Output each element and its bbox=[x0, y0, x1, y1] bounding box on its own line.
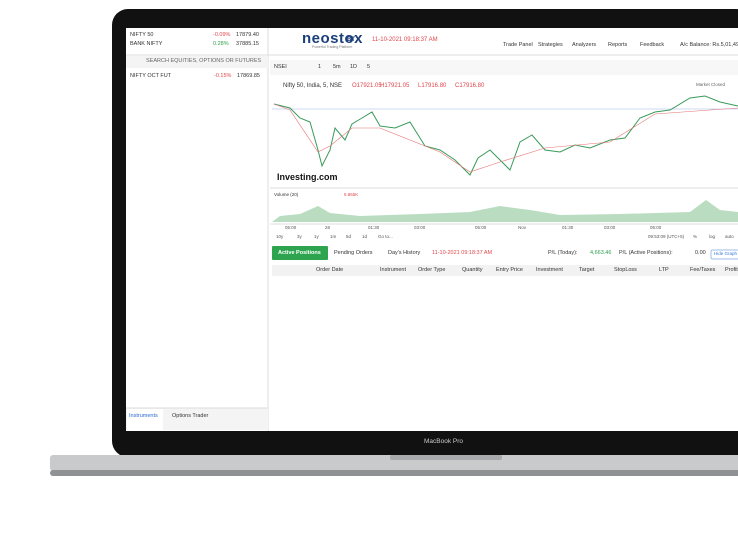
time-label: 05:00 bbox=[650, 225, 662, 230]
column-header: Instrument bbox=[380, 267, 406, 273]
balance: A/c Balance: Rs.5,01,493 bbox=[680, 42, 738, 48]
volume-value: 5.865K bbox=[344, 192, 359, 197]
pl-today-label: P/L (Today): bbox=[548, 250, 578, 256]
column-header: Profit bbox=[725, 267, 738, 273]
instrument-price: 17869.85 bbox=[237, 73, 260, 79]
range-button[interactable]: 1d bbox=[362, 234, 368, 239]
pl-today: 4,663.46 bbox=[590, 250, 612, 256]
scale-option[interactable]: log bbox=[709, 234, 716, 239]
pl-active: 0.00 bbox=[695, 250, 706, 256]
notch bbox=[390, 455, 502, 460]
search-input[interactable]: SEARCH EQUITIES, OPTIONS OR FUTURES bbox=[146, 58, 262, 64]
scale-option[interactable]: auto bbox=[725, 234, 734, 239]
watch-change: 0.28% bbox=[213, 41, 229, 47]
ohlc: C17916.80 bbox=[455, 83, 485, 89]
column-header: LTP bbox=[659, 267, 669, 273]
column-header: StopLoss bbox=[614, 267, 637, 273]
symbol: NSEI bbox=[274, 64, 287, 70]
positions-tab[interactable]: Pending Orders bbox=[334, 250, 373, 256]
device-label: MacBook Pro bbox=[424, 438, 464, 445]
pl-active-label: P/L (Active Positions): bbox=[619, 250, 673, 256]
column-header: Investment bbox=[536, 267, 563, 273]
interval[interactable]: 5m bbox=[333, 64, 341, 70]
time-label: 28 bbox=[325, 225, 331, 230]
range-button[interactable]: 10y bbox=[276, 234, 284, 239]
range-button[interactable]: 5d bbox=[346, 234, 352, 239]
interval[interactable]: 1D bbox=[350, 64, 358, 70]
clock: 09:53:09 (UTC+5) bbox=[648, 234, 685, 239]
watch-name: NIFTY 50 bbox=[130, 32, 154, 38]
left-tab[interactable]: Options Trader bbox=[172, 413, 209, 419]
range-button[interactable]: Go to... bbox=[378, 234, 393, 239]
column-header: Order Type bbox=[418, 267, 446, 273]
time-label: 05:00 bbox=[285, 225, 297, 230]
column-header: Quantity bbox=[462, 267, 483, 273]
column-header: Order Date bbox=[316, 267, 344, 273]
time-label: 03:00 bbox=[414, 225, 426, 230]
hide-graph[interactable]: Hide Graph bbox=[714, 251, 738, 256]
watch-price: 37885.15 bbox=[236, 41, 259, 47]
interval[interactable]: 5 bbox=[367, 64, 371, 70]
instrument-name: NIFTY OCT FUT bbox=[130, 73, 172, 79]
tagline: Powerful Trading Platform bbox=[312, 45, 353, 49]
positions-tab[interactable]: Day's History bbox=[388, 250, 421, 256]
range-button[interactable]: 1y bbox=[314, 234, 319, 239]
interval[interactable]: 1 bbox=[318, 64, 322, 70]
ohlc: L17916.80 bbox=[418, 83, 447, 89]
column-header: Fee/Taxes bbox=[690, 267, 716, 273]
menu-item[interactable]: Analyzers bbox=[572, 42, 597, 48]
watermark: Investing.com bbox=[277, 172, 338, 182]
base bbox=[50, 455, 738, 471]
menu-item[interactable]: Strategies bbox=[538, 42, 563, 48]
positions-datetime: 11-10-2021 09:18:37 AM bbox=[432, 250, 493, 256]
logo-badge: BT bbox=[347, 37, 355, 43]
instrument-change: -0.15% bbox=[214, 73, 232, 79]
time-label: 05:00 bbox=[475, 225, 487, 230]
column-header: Target bbox=[579, 267, 595, 273]
datetime: 11-10-2021 09:18:37 AM bbox=[372, 37, 438, 43]
ohlc: O17921.05 bbox=[352, 83, 382, 89]
chart-title: Nifty 50, India, 5, NSE bbox=[283, 83, 343, 89]
column-header: Entry Price bbox=[496, 267, 523, 273]
volume-label: Volume (20) bbox=[274, 192, 299, 197]
logo: neostox bbox=[302, 30, 364, 47]
range-button[interactable]: 1m bbox=[330, 234, 337, 239]
time-label: 01:30 bbox=[368, 225, 380, 230]
menu-item[interactable]: Reports bbox=[608, 42, 628, 48]
watch-change: -0.09% bbox=[213, 32, 231, 38]
screen bbox=[126, 28, 738, 431]
scale-option[interactable]: % bbox=[693, 234, 698, 239]
positions-tab[interactable]: Active Positions bbox=[278, 250, 321, 256]
watch-price: 17879.40 bbox=[236, 32, 259, 38]
time-label: 01:30 bbox=[562, 225, 574, 230]
range-button[interactable]: 3y bbox=[297, 234, 302, 239]
market-status: Market Closed bbox=[696, 82, 726, 87]
menu-item[interactable]: Feedback bbox=[640, 42, 665, 48]
menu-item[interactable]: Trade Panel bbox=[503, 42, 533, 48]
time-label: 03:00 bbox=[604, 225, 616, 230]
left-tab[interactable]: Instruments bbox=[129, 413, 158, 419]
base-edge bbox=[50, 470, 738, 476]
watch-name: BANK NIFTY bbox=[130, 41, 163, 47]
time-label: Nov bbox=[518, 225, 527, 230]
ohlc: H17921.05 bbox=[380, 83, 410, 89]
